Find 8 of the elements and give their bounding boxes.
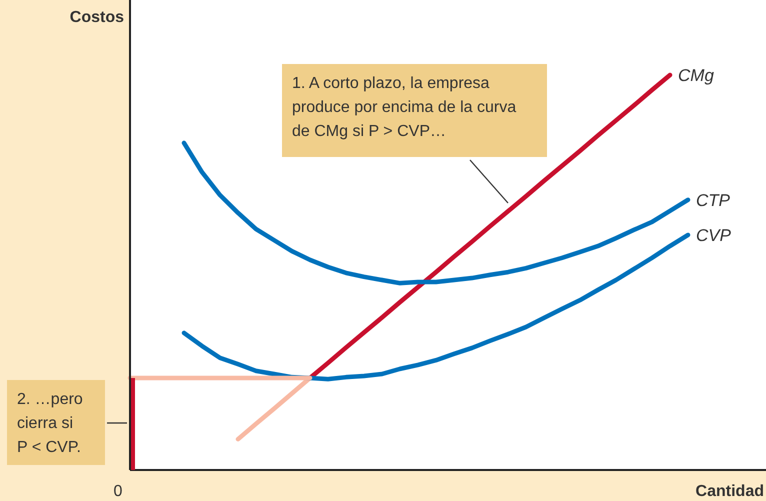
text: 2. …pero cierra si P < CVP. — [17, 391, 83, 456]
series-label: CVP — [696, 226, 732, 245]
series-label: CTP — [696, 190, 731, 210]
annotation: 1. A corto plazo, la empresa produce por encima de la curva de CMg si P > CVP… — [292, 75, 516, 140]
series-label: CMg — [678, 66, 714, 85]
text: 0 — [114, 483, 123, 500]
x-axis-title: Cantidad — [696, 483, 764, 500]
y-axis-title: Costos — [70, 9, 124, 26]
